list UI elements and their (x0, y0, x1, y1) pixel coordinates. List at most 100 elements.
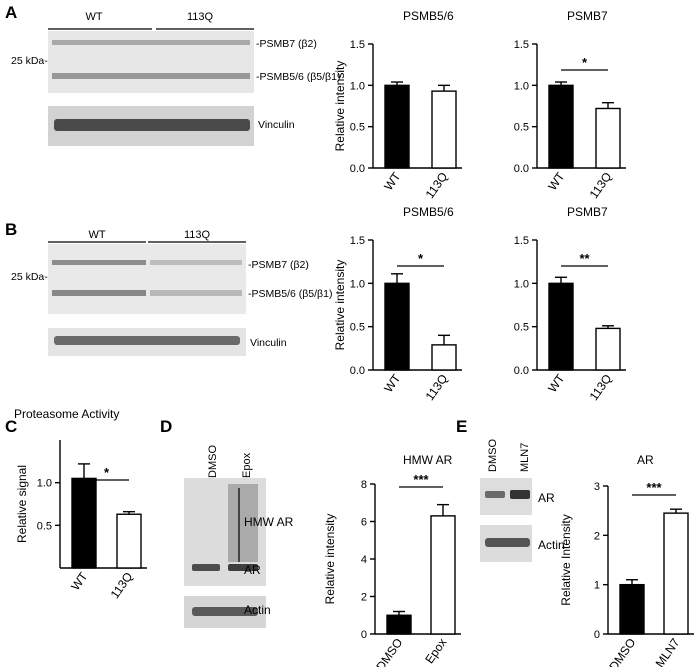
blot-a-vinculin-image (48, 106, 254, 146)
y-axis-label: Relative intensity (323, 514, 337, 605)
y-tick-label: 1.0 (350, 80, 365, 92)
x-tick-label: WT (545, 371, 568, 395)
y-tick-label: 1.0 (514, 278, 529, 290)
chart-title: PSMB7 (567, 205, 608, 219)
bar-epox (430, 515, 456, 635)
blot-a-loading-label: Vinculin (258, 119, 295, 131)
significance-stars: * (418, 251, 424, 266)
y-tick-label: 0.5 (350, 122, 365, 134)
chart-e-ar: AR 0 1 2 3 Relative Intensity DMSO MLN7 *** (559, 453, 694, 667)
y-tick-label: 1 (594, 580, 600, 592)
x-tick-label: 113Q (108, 570, 136, 601)
chart-title: PSMB7 (567, 9, 608, 23)
chart-a-psmb7: PSMB7 0.0 0.5 1.0 1.5 WT 113Q * (514, 9, 626, 201)
panel-c-label: C (5, 417, 17, 436)
x-tick-label: WT (381, 169, 404, 193)
blot-b-band-psmb7: -PSMB7 (β2) (248, 259, 309, 271)
bar-113q (595, 107, 621, 169)
chart-title: PSMB5/6 (403, 9, 454, 23)
chart-b-psmb56: PSMB5/6 0.0 0.5 1.0 1.5 Relative intensity WT 1… (333, 205, 462, 403)
blot-d-label-ar: AR (244, 563, 261, 577)
blot-a-group-113q: 113Q (187, 11, 214, 23)
bar-wt (548, 282, 574, 371)
y-tick-label: 3 (594, 481, 600, 493)
y-tick-label: 0.0 (350, 163, 365, 175)
blot-d-ar-image (184, 478, 266, 586)
blot-b-vinculin-image (48, 328, 246, 356)
chart-d-hmw-ar: HMW AR 0 2 4 6 8 Relative intensity DMSO Epox *** (323, 453, 461, 667)
y-tick-label: 1.5 (350, 235, 365, 247)
blot-b-group-wt: WT (88, 229, 105, 241)
bar-dmso (386, 614, 412, 635)
y-tick-label: 0.0 (350, 365, 365, 377)
x-tick-label: WT (545, 169, 568, 193)
panel-a-label: A (5, 3, 17, 22)
bar-113q (431, 344, 457, 371)
blot-b-marker: 25 kDa- (11, 271, 48, 283)
y-axis-label: Relative signal (15, 465, 29, 543)
y-tick-label: 0.0 (514, 365, 529, 377)
x-tick-label: DMSO (373, 636, 405, 667)
blot-b-loading-label: Vinculin (250, 337, 287, 349)
y-tick-label: 1.5 (514, 39, 529, 51)
significance-stars: ** (579, 251, 590, 266)
y-tick-label: 1.5 (514, 235, 529, 247)
significance-stars: * (582, 55, 588, 70)
bar-113q (595, 327, 621, 371)
y-tick-label: 0 (594, 629, 600, 641)
bar-wt (548, 84, 574, 169)
blot-a-psmb-image (48, 31, 254, 93)
y-tick-label: 1.0 (514, 80, 529, 92)
y-tick-label: 0.0 (514, 163, 529, 175)
bar-113q (431, 90, 457, 169)
significance-stars: * (104, 465, 110, 480)
chart-title: Proteasome Activity (14, 407, 119, 421)
blot-e-actin-image (480, 525, 532, 562)
blot-a-group-wt: WT (85, 11, 102, 23)
blot-e-lane-mln7: MLN7 (519, 443, 531, 472)
y-tick-label: 0.5 (350, 322, 365, 334)
x-tick-label: WT (381, 371, 404, 395)
bar-113q (116, 513, 142, 569)
y-tick-label: 8 (361, 479, 367, 491)
y-tick-label: 0 (361, 629, 367, 641)
y-tick-label: 0.5 (514, 322, 529, 334)
blot-e-label-ar: AR (538, 491, 555, 505)
x-tick-label: MLN7 (653, 635, 683, 667)
blot-b-group-113q: 113Q (184, 229, 211, 241)
blot-d-label-hmw-ar: HMW AR (244, 515, 294, 529)
blot-a-band-psmb7: -PSMB7 (β2) (256, 38, 317, 50)
blot-b-band-psmb56: -PSMB5/6 (β5/β1) (248, 288, 332, 300)
bar-dmso (619, 583, 645, 635)
y-tick-label: 1.0 (37, 478, 52, 490)
blot-a-band-psmb56: -PSMB5/6 (β5/β1) (256, 71, 340, 83)
y-tick-label: 0.5 (37, 520, 52, 532)
blot-b-psmb-image (48, 244, 246, 314)
chart-c-proteasome-activity: Proteasome Activity 0.5 1.0 Relative signal… (14, 407, 147, 601)
x-tick-label: DMSO (606, 636, 638, 667)
chart-title: PSMB5/6 (403, 205, 454, 219)
blot-d-lane-epox: Epox (241, 452, 253, 478)
x-tick-label: 113Q (423, 170, 451, 201)
y-axis-label: Relative intensity (333, 260, 347, 351)
panel-e-label: E (456, 417, 467, 436)
blot-d-actin-image (184, 596, 266, 628)
y-axis-label: Relative Intensity (559, 514, 573, 605)
bar-wt (71, 477, 97, 569)
x-tick-label: WT (68, 569, 91, 593)
blot-e-ar-image (480, 478, 532, 515)
chart-b-psmb7: PSMB7 0.0 0.5 1.0 1.5 WT 113Q ** (514, 205, 626, 403)
bar-wt (384, 282, 410, 371)
bar-wt (384, 84, 410, 169)
blot-d-loading-label: Actin (244, 603, 271, 617)
y-tick-label: 2 (361, 592, 367, 604)
blot-d-lane-dmso: DMSO (207, 445, 219, 478)
significance-stars: *** (646, 480, 662, 495)
chart-title: HMW AR (403, 453, 453, 467)
y-tick-label: 2 (594, 530, 600, 542)
chart-title: AR (637, 453, 654, 467)
blot-e-lane-dmso: DMSO (487, 439, 499, 472)
x-tick-label: 113Q (423, 372, 451, 403)
